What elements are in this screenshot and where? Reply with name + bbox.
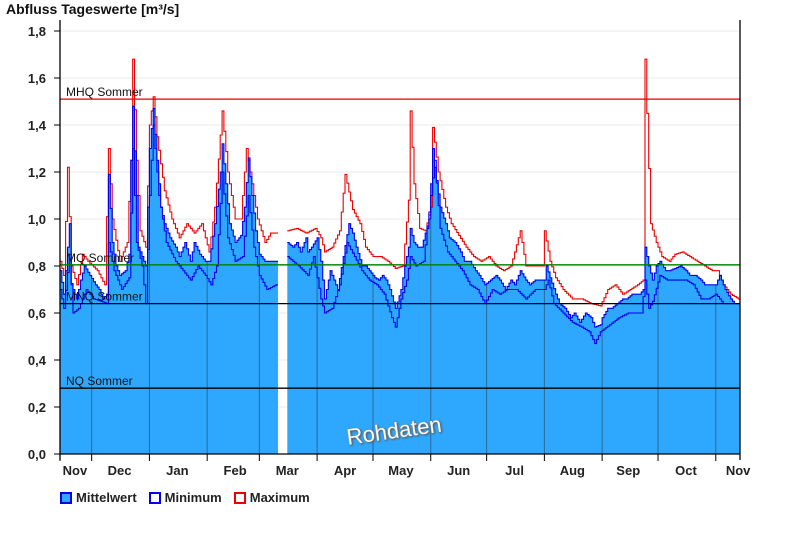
y-tick-label: 1,8 [28, 24, 46, 39]
series-lines [60, 58, 740, 345]
reference-line-label: MHQ Sommer [66, 85, 143, 99]
legend-item-minimum: Minimum [148, 490, 222, 505]
legend-label: Mittelwert [76, 490, 137, 505]
mittelwert-line [60, 105, 740, 328]
minimum-line [60, 124, 740, 345]
x-tick-label: Oct [675, 463, 697, 478]
legend: Mittelwert Minimum Maximum [60, 490, 310, 505]
x-tick-label: Feb [224, 463, 247, 478]
legend-label: Minimum [164, 490, 222, 505]
x-tick-label: Apr [334, 463, 356, 478]
x-tick-label: Sep [616, 463, 640, 478]
y-tick-label: 1,4 [28, 118, 47, 133]
x-tick-label: Dec [108, 463, 132, 478]
mittelwert-area [60, 106, 740, 454]
legend-swatch-minimum [148, 491, 161, 504]
y-tick-label: 1,0 [28, 212, 46, 227]
x-tick-label: Nov [63, 463, 88, 478]
reference-line-label: MQ Sommer [66, 251, 134, 265]
y-tick-label: 0,8 [28, 259, 46, 274]
legend-swatch-mittelwert [60, 491, 72, 504]
axes: 0,0 0,2 0,4 0,6 0,8 1,0 1,2 1,4 1,6 1,8 Nov Dec Jan F… [28, 20, 751, 478]
legend-item-maximum: Maximum [233, 490, 310, 505]
y-tick-label: 0,6 [28, 306, 46, 321]
y-tick-label: 1,2 [28, 165, 46, 180]
x-tick-label: Jan [166, 463, 188, 478]
reference-line-label: MNQ Sommer [66, 290, 143, 304]
maximum-line [60, 58, 740, 307]
y-tick-label: 0,4 [28, 353, 47, 368]
x-tick-label: Jul [505, 463, 524, 478]
reference-lines: MHQ Sommer MQ Sommer MNQ Sommer NQ Sommer [60, 85, 740, 389]
y-tick-label: 1,6 [28, 71, 46, 86]
x-tick-label: May [388, 463, 414, 478]
chart-title: Abfluss Tageswerte [m³/s] [6, 1, 180, 17]
x-tick-label: Aug [560, 463, 585, 478]
y-tick-label: 0,2 [28, 400, 46, 415]
x-tick-label: Jun [447, 463, 470, 478]
reference-line-label: NQ Sommer [66, 374, 133, 388]
x-tick-label: Nov [726, 463, 751, 478]
legend-label: Maximum [249, 490, 310, 505]
y-tick-label: 0,0 [28, 447, 46, 462]
legend-item-mittelwert: Mittelwert [60, 490, 137, 505]
legend-swatch-maximum [233, 491, 246, 504]
x-tick-label: Mar [276, 463, 299, 478]
